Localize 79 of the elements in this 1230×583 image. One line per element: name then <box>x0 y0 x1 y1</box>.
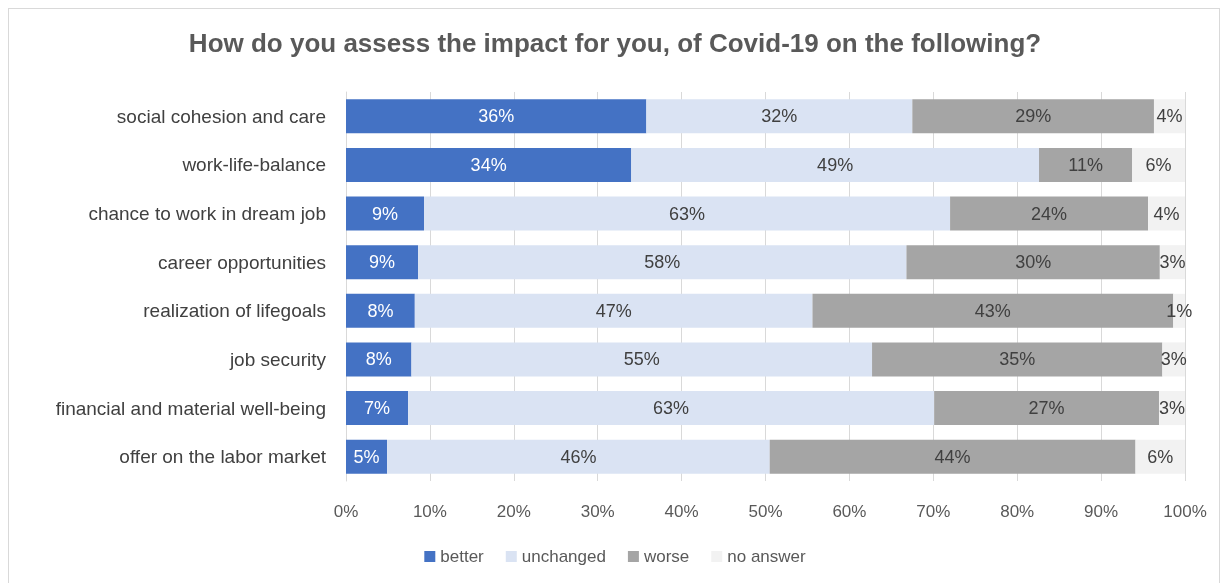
x-tick-label: 50% <box>748 502 783 521</box>
data-label: 4% <box>1153 203 1180 224</box>
bar <box>906 245 1160 280</box>
data-label: 30% <box>1015 252 1052 273</box>
y-tick-label: job security <box>228 348 327 370</box>
data-label: 6% <box>1145 154 1172 175</box>
y-tick-label: chance to work in dream job <box>88 203 326 225</box>
data-label: 49% <box>817 154 854 175</box>
data-label: 4% <box>1156 106 1183 127</box>
x-tick-label: 80% <box>1000 502 1035 521</box>
data-label: 11% <box>1068 154 1103 175</box>
bar <box>1039 147 1133 182</box>
data-label: 9% <box>372 203 399 224</box>
data-label: 63% <box>653 398 690 419</box>
data-label: 1% <box>1166 300 1193 321</box>
bar <box>414 293 813 328</box>
bar <box>346 196 425 231</box>
x-tick-label: 20% <box>496 502 531 521</box>
data-label: 5% <box>353 446 380 467</box>
x-tick-label: 0% <box>333 502 359 521</box>
legend-label: worse <box>642 547 690 566</box>
bar <box>408 391 935 426</box>
bar <box>631 147 1040 182</box>
data-label: 55% <box>623 349 660 370</box>
data-label: 6% <box>1147 446 1174 467</box>
bar <box>912 99 1154 134</box>
data-label: 8% <box>367 300 394 321</box>
legend-label: better <box>440 547 485 566</box>
data-label: 63% <box>669 203 706 224</box>
bar <box>646 99 913 134</box>
y-tick-label: realization of lifegoals <box>143 300 326 322</box>
x-tick-label: 40% <box>664 502 699 521</box>
bar <box>934 391 1159 426</box>
bar <box>346 391 409 426</box>
y-tick-label: offer on the labor market <box>119 446 327 468</box>
y-tick-label: work-life-balance <box>181 154 326 176</box>
chart-title: How do you assess the impact for you, of Covid-19 on the following? <box>188 28 1042 58</box>
data-label: 34% <box>470 154 507 175</box>
bar <box>346 245 419 280</box>
bar <box>411 342 873 377</box>
data-label: 9% <box>369 252 396 273</box>
x-tick-label: 70% <box>916 502 951 521</box>
bar <box>346 342 412 377</box>
bar <box>387 439 770 474</box>
data-label: 7% <box>364 398 391 419</box>
x-tick-label: 90% <box>1084 502 1119 521</box>
data-label: 36% <box>478 106 515 127</box>
y-tick-label: social cohesion and care <box>116 105 326 127</box>
data-label: 3% <box>1159 252 1186 273</box>
data-label: 44% <box>934 446 971 467</box>
data-label: 8% <box>365 349 392 370</box>
legend-label: no answer <box>727 547 807 566</box>
data-label: 3% <box>1160 349 1187 370</box>
bar <box>418 245 907 280</box>
data-label: 29% <box>1015 106 1052 127</box>
x-tick-label: 10% <box>412 502 447 521</box>
bar <box>424 196 951 231</box>
bar <box>1132 147 1185 182</box>
bar <box>346 99 647 134</box>
bar <box>346 147 632 182</box>
data-label: 58% <box>644 252 681 273</box>
bar <box>872 342 1163 377</box>
x-tick-label: 30% <box>580 502 615 521</box>
data-label: 24% <box>1031 203 1068 224</box>
y-tick-label: financial and material well-being <box>55 397 326 419</box>
data-label: 47% <box>595 300 632 321</box>
bar <box>769 439 1136 474</box>
data-label: 32% <box>761 106 798 127</box>
data-label: 3% <box>1158 398 1185 419</box>
bar <box>346 293 415 328</box>
data-label: 27% <box>1028 398 1065 419</box>
data-label: 46% <box>560 446 597 467</box>
data-label: 43% <box>974 300 1011 321</box>
data-label: 35% <box>999 349 1036 370</box>
x-tick-label: 100% <box>1163 502 1207 521</box>
y-tick-label: career opportunities <box>158 251 326 273</box>
x-tick-label: 60% <box>832 502 867 521</box>
legend-label: unchanged <box>521 547 606 566</box>
bar <box>950 196 1149 231</box>
